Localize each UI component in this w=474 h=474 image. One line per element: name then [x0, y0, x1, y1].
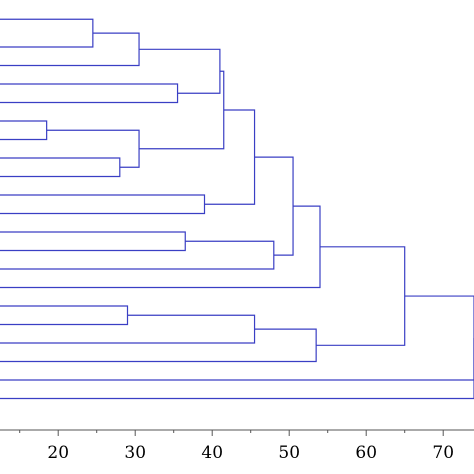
x-axis: 20 30 40 50 60 70: [0, 429, 474, 463]
dendrogram-link-15: [0, 205, 321, 289]
dendrogram-link-12: [0, 231, 186, 252]
dendrogram-link-9: [139, 70, 225, 150]
dendrogram-link-16: [0, 305, 129, 326]
dendrogram-link-2: [0, 18, 94, 48]
dendrogram-link-4: [0, 83, 179, 104]
dendrogram-link-10: [0, 194, 206, 215]
dendrogram-link-21: [0, 338, 474, 400]
x-tick-label: 60: [355, 443, 377, 463]
x-tick-label: 40: [201, 443, 223, 463]
dendrogram-link-13: [0, 240, 275, 270]
dendrogram-link-5: [139, 48, 221, 94]
dendrogram-link-14: [254, 156, 294, 256]
dendrogram-link-3: [0, 32, 140, 67]
x-tick-label: 30: [124, 443, 146, 463]
dendrogram-link-6: [0, 120, 48, 141]
dendrogram-link-18: [0, 328, 317, 363]
x-tick-label: 70: [432, 443, 454, 463]
x-tick-label: 50: [278, 443, 300, 463]
dendrogram-link-7: [0, 157, 121, 178]
dendrogram-link-20: [0, 295, 474, 381]
dendrogram-branches: [0, 18, 474, 400]
x-tick-label: 20: [47, 443, 69, 463]
dendrogram-link-11: [204, 109, 256, 205]
dendrogram-link-19: [316, 246, 406, 346]
dendrogram-link-8: [46, 129, 140, 168]
